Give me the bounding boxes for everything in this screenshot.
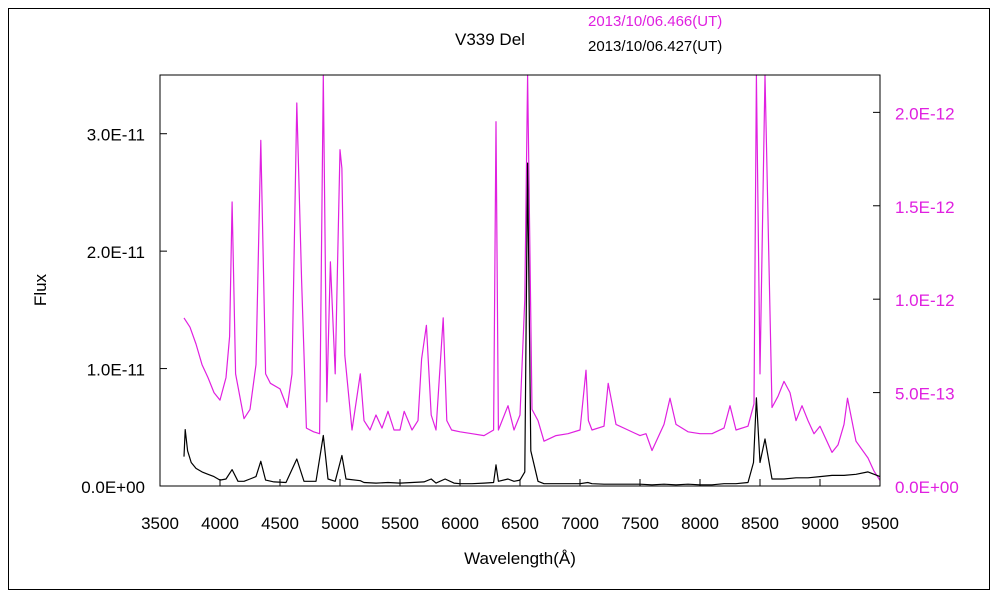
x-tick-label: 9000 [801,514,839,533]
series-black-layer [183,162,881,486]
chart-title: V339 Del [455,30,525,49]
legend-entry-black: 2013/10/06.427(UT) [588,38,723,55]
y-right-tick-label: 5.0E-13 [895,385,955,404]
y-right-tick-label: 2.0E-12 [895,104,955,123]
y-right-tick-label: 1.0E-12 [895,291,955,310]
x-tick-label: 3500 [141,514,179,533]
x-tick-label: 7500 [621,514,659,533]
x-tick-label: 7000 [561,514,599,533]
series-magenta-layer [183,74,881,481]
series-line-magenta [183,74,881,481]
x-axis-label: Wavelength(Å) [464,549,576,568]
x-tick-label: 5500 [381,514,419,533]
y-left-tick-label: 1.0E-11 [87,361,145,380]
y-left-tick-label: 3.0E-11 [87,126,145,145]
x-axis: 3500 4000 4500 5000 5500 6000 6500 7000 7500 8000… [141,479,899,533]
x-tick-label: 9500 [861,514,899,533]
chart-frame [8,8,990,590]
y-right-tick-label: 1.5E-12 [895,198,955,217]
y-axis-right: 0.0E+00 5.0E-13 1.0E-12 1.5E-12 2.0E-12 [873,104,959,497]
x-tick-label: 8500 [741,514,779,533]
y-left-tick-label: 0.0E+00 [81,478,145,497]
y-right-tick-label: 0.0E+00 [895,478,959,497]
x-tick-label: 4000 [201,514,239,533]
y-axis-label: Flux [31,273,50,306]
x-tick-label: 6500 [501,514,539,533]
x-tick-label: 8000 [681,514,719,533]
y-axis-left: 0.0E+00 1.0E-11 2.0E-11 3.0E-11 [81,126,167,497]
x-tick-label: 6000 [441,514,479,533]
x-tick-label: 5000 [321,514,359,533]
legend-entry-magenta: 2013/10/06.466(UT) [588,13,723,30]
series-line-black [183,162,881,486]
y-left-tick-label: 2.0E-11 [87,243,145,262]
plot-area-border [159,74,881,487]
x-tick-label: 4500 [261,514,299,533]
